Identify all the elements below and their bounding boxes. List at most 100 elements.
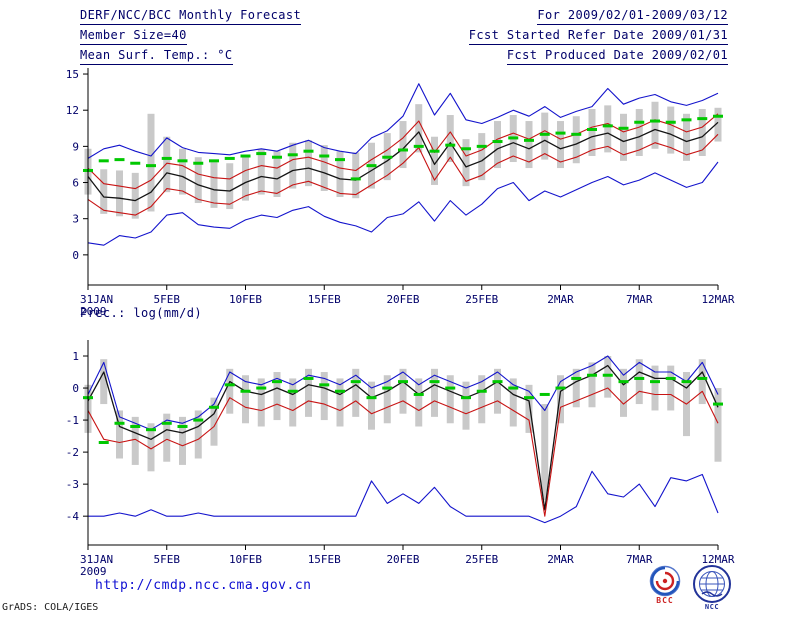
y-tick-label: -4 [66,510,80,523]
observation-dash [193,418,204,422]
observation-dash [681,380,692,384]
observation-dash [476,144,487,148]
member-spread-bar [242,154,249,201]
member-spread-bar [336,378,344,427]
forecast-period: For 2009/02/01-2009/03/12 [537,8,728,25]
member-spread-bar [557,121,564,169]
observation-dash [114,158,125,162]
refer-date-label: Fcst Started Refer Date 2009/01/31 [468,28,728,45]
observation-dash [398,380,408,384]
member-spread-bar [194,410,202,459]
observation-dash [461,147,471,151]
member-spread-bar [163,413,171,462]
member-spread-bar [620,113,627,161]
precipitation-chart-series-lower-bound [87,387,719,517]
member-spread-bar [478,133,486,181]
observation-dash [272,380,282,384]
observation-dash [445,386,456,390]
member-spread-bar [179,416,186,465]
observation-dash [209,159,219,163]
member-spread-bar [399,368,407,414]
x-tick-label: 10FEB [229,553,262,566]
observation-dash [697,117,708,121]
member-spread-bar [604,356,612,398]
x-tick-label: 31JAN [80,553,113,566]
observation-dash [287,153,298,157]
member-spread-bar [462,381,470,430]
x-tick-label: 15FEB [308,293,341,306]
y-tick-label: 3 [72,213,79,226]
temperature-chart-series-upper-bound [87,113,719,190]
observation-dash [524,396,534,400]
y-tick-label: -1 [66,414,79,427]
member-spread-bar [431,136,438,185]
member-spread-bar [210,397,218,446]
observation-dash [539,132,550,136]
x-tick-sublabel: 2009 [80,565,107,578]
observation-dash [146,164,156,168]
member-spread-bar [651,101,659,149]
temperature-chart-series-ensemble-min [87,161,719,246]
observation-dash [303,149,314,153]
observation-dash [665,376,676,380]
observation-dash [130,424,141,428]
observation-dash [177,159,188,163]
member-spread-bar [131,416,139,465]
observation-dash [382,386,393,390]
ncc-logo: NCC [692,564,732,611]
observation-dash [240,154,251,158]
member-spread-bar [100,169,108,214]
member-spread-bar [588,108,596,157]
observation-dash [713,402,723,406]
observation-dash [224,156,235,160]
member-spread-bar [399,121,407,169]
member-spread-bar [320,145,328,191]
page-title: DERF/NCC/BCC Monthly Forecast [80,8,302,25]
observation-dash [634,376,645,380]
member-spread-bar [147,113,155,212]
member-spread-bar [541,404,549,501]
observation-dash [571,132,582,136]
member-spread-bar [194,157,202,204]
bcc-logo: BCC [648,564,682,605]
member-spread-bar [415,104,423,153]
member-spread-bar [226,163,234,210]
observation-dash [618,126,629,130]
x-tick-label: 7MAR [626,293,653,306]
member-spread-bar [289,142,297,189]
member-spread-bar [494,121,501,169]
observation-dash [555,131,566,135]
observation-dash [508,136,519,140]
observation-dash [256,152,267,156]
member-spread-bar [620,368,627,417]
member-spread-bar [431,368,438,417]
member-spread-bar [100,359,108,405]
x-tick-label: 2MAR [547,553,574,566]
y-tick-label: -2 [66,446,79,459]
member-spread-bar [667,106,675,154]
member-spread-bar [147,423,155,472]
member-spread-bar [462,139,470,187]
prec-chart-label: Prec.: log(mm/d) [80,306,202,320]
precipitation-chart-markers [83,373,723,444]
observation-dash [618,380,629,384]
ncc-logo-label: NCC [704,603,720,611]
y-tick-label: 6 [72,177,79,190]
y-tick-label: 12 [66,104,79,117]
member-spread-bar [557,375,564,424]
member-size-label: Member Size=40 [80,28,187,45]
observation-dash [602,124,613,128]
member-spread-bar [698,359,706,405]
member-spread-bar [116,170,123,217]
member-spread-bar [415,378,423,427]
member-spread-bar [179,148,186,195]
y-tick-label: 0 [72,249,79,262]
observation-dash [461,396,471,400]
x-tick-label: 2MAR [547,293,574,306]
member-spread-bar [446,375,454,424]
y-tick-label: 0 [72,382,79,395]
observation-dash [319,383,330,387]
observation-dash [366,396,377,400]
